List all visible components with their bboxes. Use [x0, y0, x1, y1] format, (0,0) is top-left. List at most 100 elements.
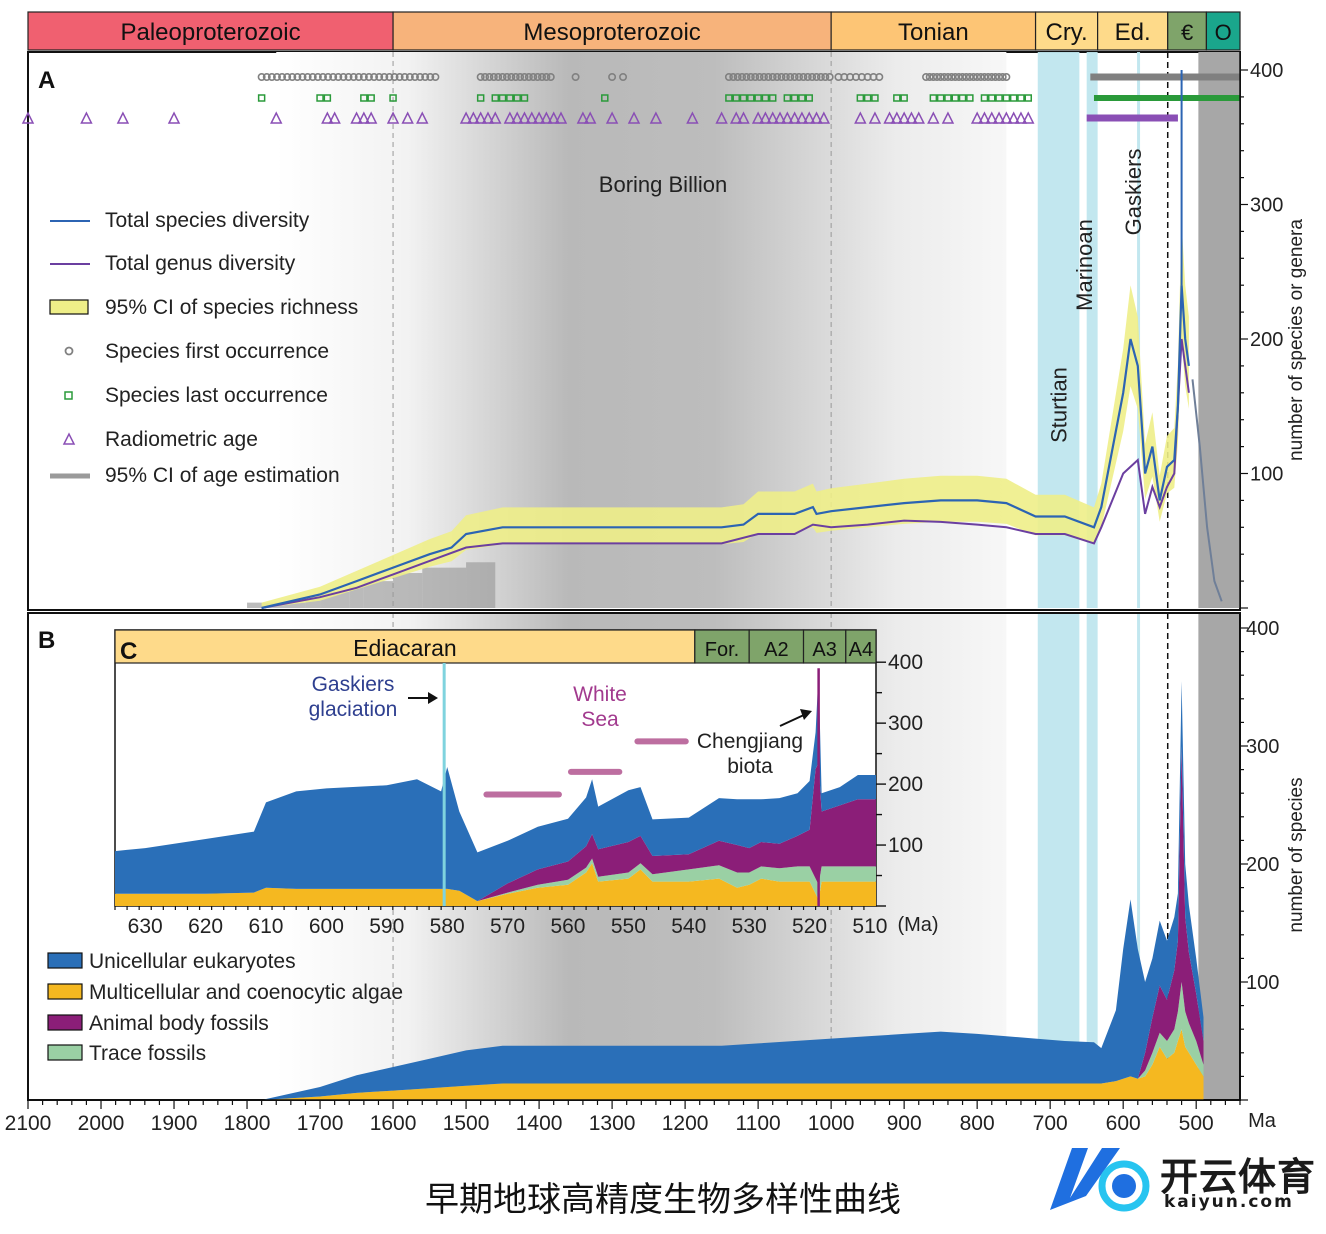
first-occurrence-marker: [943, 73, 952, 82]
first-occurrence-marker: [416, 73, 425, 82]
y-axis-label-a: number of species or genera: [1286, 219, 1307, 461]
first-occurrence-marker: [524, 73, 533, 82]
period-label: €: [1181, 20, 1193, 45]
last-occurrence-marker: [929, 94, 938, 102]
x-tick-label-b: 1800: [224, 1112, 271, 1135]
last-occurrence-marker: [601, 94, 609, 102]
arrow-gaskiers-head: [428, 692, 438, 704]
radiometric-age-marker: [854, 111, 867, 124]
first-occurrence-marker: [958, 73, 967, 82]
area-algae-b: [261, 1029, 1204, 1100]
last-occurrence-marker: [805, 94, 813, 102]
first-occurrence-marker: [751, 73, 760, 82]
first-occurrence-marker: [619, 73, 628, 82]
period-cell: [27, 11, 394, 51]
x-tick-label-b: 1400: [516, 1112, 563, 1135]
period-label: Mesoproterozoic: [523, 19, 700, 46]
first-occurrence-marker: [875, 73, 884, 82]
y-axis-c: 100 200 300 400: [876, 651, 923, 907]
first-occurrence-marker: [940, 73, 949, 82]
x-tick-label-b: 1200: [662, 1112, 709, 1135]
ann-chengjiang-1: Chengjiang: [697, 730, 803, 753]
first-occurrence-marker: [786, 73, 795, 82]
radiometric-age-marker: [686, 111, 699, 124]
last-occurrence-marker: [1002, 94, 1011, 102]
glaciation-band-b: [1037, 613, 1080, 1100]
inset-period-label: A2: [764, 639, 788, 661]
radiometric-age-marker: [788, 111, 801, 124]
legend-b: Unicellular eukaryotes Multicellular and …: [47, 950, 403, 1065]
legend-a-label: 95% CI of age estimation: [105, 464, 340, 487]
first-occurrence-marker: [821, 73, 830, 82]
radiometric-age-marker: [737, 111, 750, 124]
radiometric-age-marker: [810, 111, 823, 124]
y-tick-label-c: 300: [888, 712, 923, 735]
last-occurrence-marker: [995, 94, 1003, 102]
first-occurrence-marker: [951, 73, 960, 82]
ann-gaskiers-1: Gaskiers: [312, 673, 395, 696]
first-occurrence-marker: [962, 73, 971, 82]
area-unicellular-c: [115, 671, 876, 902]
radiometric-age-marker: [350, 111, 363, 124]
radiometric-age-marker: [992, 111, 1006, 124]
first-occurrence-marker: [324, 73, 333, 82]
last-occurrence-marker: [725, 94, 733, 102]
first-occurrence-marker: [746, 73, 755, 82]
period-bar-c: Ediacaran For. A2 A3 A4: [114, 629, 877, 664]
legend-b-swatch: [47, 983, 83, 1000]
x-tick-label-c: 580: [430, 915, 465, 938]
y-tick-label-a: 200: [1250, 329, 1283, 351]
last-occurrence-marker: [871, 94, 879, 102]
inset-period-cell: [748, 629, 805, 664]
inset-period-cell: [114, 629, 696, 664]
radiometric-age-marker: [321, 111, 334, 124]
last-occurrence-marker: [513, 94, 521, 102]
first-occurrence-marker: [476, 73, 485, 82]
first-occurrence-marker: [481, 73, 490, 82]
first-occurrence-marker: [494, 73, 503, 82]
x-tick-label-b: 1500: [443, 1112, 490, 1135]
period-label: O: [1215, 20, 1232, 45]
first-occurrence-marker: [529, 73, 538, 82]
radiometric-age-marker: [576, 111, 590, 124]
panel-a-label: A: [38, 67, 55, 94]
x-tick-label-b: 1100: [736, 1112, 781, 1135]
first-occurrence-marker: [329, 73, 338, 82]
last-occurrence-marker: [739, 94, 748, 102]
radiometric-age-marker: [817, 111, 831, 124]
first-occurrence-marker: [929, 73, 938, 82]
legend-last-occ-swatch: [64, 391, 73, 400]
radiometric-age-marker: [503, 111, 517, 124]
x-tick-label-b: 900: [887, 1112, 922, 1135]
x-tick-label-c: 560: [550, 915, 585, 938]
first-occurrence-marker: [298, 73, 307, 82]
period-label: Ed.: [1115, 19, 1151, 46]
last-occurrence-marker: [498, 94, 507, 102]
ann-white-sea-1: White: [573, 683, 627, 706]
period-cell: [1097, 11, 1169, 51]
y-axis-b: 100 200 300 400: [1239, 613, 1279, 1101]
x-tick-label-b: 1300: [589, 1112, 636, 1135]
radiometric-age-marker: [766, 111, 779, 124]
first-occurrence-marker: [764, 73, 773, 82]
last-occurrence-marker: [944, 94, 952, 102]
first-occurrence-marker: [759, 73, 768, 82]
first-occurrence-marker: [925, 73, 934, 82]
radiometric-age-marker: [715, 111, 728, 124]
radiometric-age-marker: [467, 111, 480, 124]
x-axis-b: 2100 2000 1900 1800 1700 1600 1500 1400 1300 1200…: [5, 1099, 1277, 1135]
first-occurrence-marker: [729, 73, 738, 82]
legend-a-label: Radiometric age: [105, 428, 258, 451]
radiometric-age-marker: [364, 111, 378, 124]
radiometric-age-marker: [525, 111, 538, 124]
first-occurrence-marker: [571, 73, 580, 82]
radiometric-age-marker: [730, 111, 743, 124]
last-occurrence-marker: [768, 94, 777, 102]
legend-b-label: Trace fossils: [89, 1042, 206, 1065]
radiometric-age-marker: [547, 111, 560, 124]
legend-radiometric-swatch: [62, 432, 76, 445]
first-occurrence-marker: [502, 73, 511, 82]
y-tick-label-b: 400: [1246, 618, 1279, 640]
radiometric-age-marker: [510, 111, 524, 124]
radiometric-age-marker: [474, 111, 487, 124]
